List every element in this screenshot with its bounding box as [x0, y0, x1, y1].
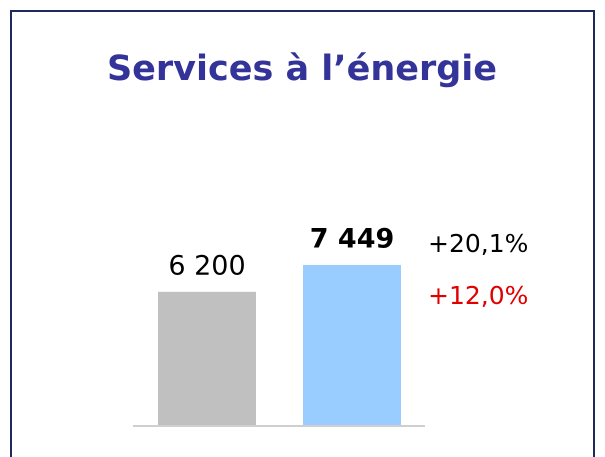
bar [303, 265, 401, 425]
annotation: +20,1% [428, 229, 528, 258]
annotation: +12,0% [428, 281, 528, 310]
value-label: 7 449 [310, 224, 395, 255]
frame [10, 10, 595, 457]
bar [158, 291, 256, 425]
chart-title: Services à l’énergie [107, 49, 497, 89]
value-label: 6 200 [168, 250, 245, 281]
